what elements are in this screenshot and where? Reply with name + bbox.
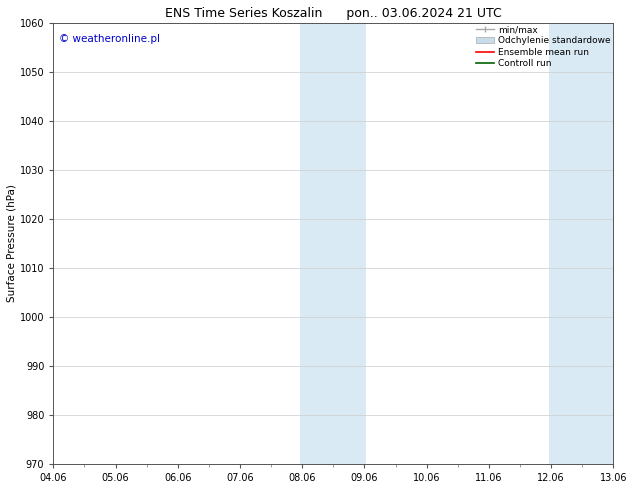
Bar	[549, 23, 582, 464]
Bar	[301, 23, 333, 464]
Bar	[582, 23, 615, 464]
Bar	[333, 23, 366, 464]
Title: ENS Time Series Koszalin      pon.. 03.06.2024 21 UTC: ENS Time Series Koszalin pon.. 03.06.202…	[165, 7, 501, 20]
Y-axis label: Surface Pressure (hPa): Surface Pressure (hPa)	[7, 184, 17, 302]
Legend: min/max, Odchylenie standardowe, Ensemble mean run, Controll run: min/max, Odchylenie standardowe, Ensembl…	[476, 25, 611, 68]
Text: © weatheronline.pl: © weatheronline.pl	[59, 33, 160, 44]
